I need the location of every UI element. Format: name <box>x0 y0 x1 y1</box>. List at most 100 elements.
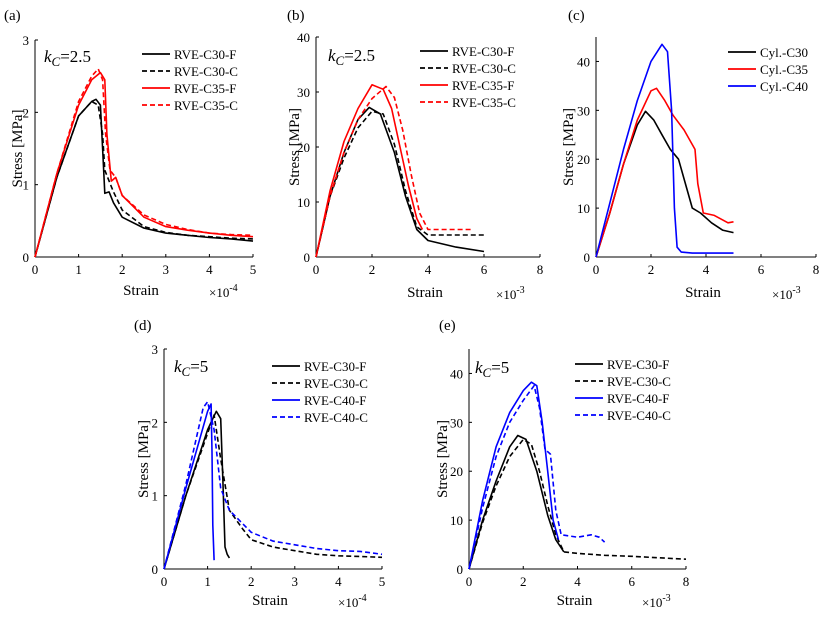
x-tick-label: 5 <box>379 574 386 589</box>
legend-entry: Cyl.-C35 <box>760 62 808 77</box>
series-line-rve-c40-c <box>163 400 383 570</box>
panel-c: (c) 0 2 4 6 8 0 10 20 30 40 Strain Stress [MPa] ×10-3… <box>561 8 819 302</box>
y-axis-label: Stress [MPa] <box>10 110 26 188</box>
series-line-rve-c30-f <box>34 98 254 258</box>
series-line-rve-c30-c <box>315 110 484 258</box>
panel-e: (e) 0 2 4 6 8 0 10 20 30 40 Strain Stress [MPa] ×10-3… <box>435 318 689 610</box>
x-tick-label: 6 <box>758 262 765 277</box>
legend-entry: RVE-C40-F <box>607 391 670 406</box>
y-axis-label: Stress [MPa] <box>136 420 152 498</box>
x-tick-label: 3 <box>163 262 170 277</box>
kc-subscript: C <box>52 54 61 69</box>
x-tick-label: 1 <box>204 574 211 589</box>
x-tick-label: 4 <box>206 262 213 277</box>
kc-annotation: kC=5 <box>174 357 208 379</box>
kc-symbol: k <box>475 358 483 377</box>
kc-annotation: kC=5 <box>475 358 509 380</box>
kc-value: =2.5 <box>344 46 375 65</box>
y-tick-label: 0 <box>457 562 464 577</box>
x-tick-label: 2 <box>648 262 655 277</box>
y-tick-label: 1 <box>23 178 30 193</box>
y-tick-label: 2 <box>152 415 159 430</box>
y-axis-label: Stress [MPa] <box>561 108 577 186</box>
series-line-rve-c35-c <box>34 68 254 258</box>
y-tick-label: 20 <box>297 140 310 155</box>
y-axis-label: Stress [MPa] <box>287 108 303 186</box>
kc-annotation: kC=2.5 <box>44 47 91 69</box>
x-axis-multiplier: ×10-3 <box>642 593 671 610</box>
panel-label: (a) <box>4 8 21 24</box>
legend-entry: RVE-C35-F <box>174 81 237 96</box>
legend-entry: Cyl.-C40 <box>760 79 808 94</box>
series-line-rve-c40-f <box>163 403 215 570</box>
y-tick-label: 40 <box>577 54 590 69</box>
y-tick-label: 40 <box>297 30 310 45</box>
x-tick-label: 2 <box>369 262 376 277</box>
y-tick-label: 10 <box>297 195 310 210</box>
multiplier-exponent: -3 <box>662 593 670 604</box>
x-tick-label: 3 <box>292 574 299 589</box>
x-tick-label: 2 <box>520 574 527 589</box>
panel-b: (b) 0 2 4 6 8 0 10 20 30 40 Strain Stress [MPa] ×10-3… <box>287 8 543 302</box>
y-tick-label: 20 <box>577 152 590 167</box>
multiplier-base: ×10 <box>772 287 792 302</box>
x-axis-multiplier: ×10-3 <box>496 285 525 302</box>
y-axis-label: Stress [MPa] <box>435 420 451 498</box>
kc-subscript: C <box>182 364 191 379</box>
x-tick-label: 1 <box>75 262 82 277</box>
kc-subscript: C <box>336 53 345 68</box>
kc-symbol: k <box>174 357 182 376</box>
legend-entry: RVE-C35-C <box>452 95 516 110</box>
panel-label: (e) <box>439 318 456 334</box>
multiplier-base: ×10 <box>338 595 358 610</box>
y-tick-label: 1 <box>152 489 159 504</box>
x-tick-label: 0 <box>161 574 168 589</box>
panel-a: (a) 0 1 2 3 4 5 0 1 2 3 Strain Stress [MPa] ×10-4 kC=2… <box>4 8 256 300</box>
x-tick-label: 8 <box>683 574 690 589</box>
series-line-rve-c40-f <box>468 381 560 570</box>
x-tick-label: 2 <box>119 262 126 277</box>
series-line-cyl.-c35 <box>595 87 734 258</box>
legend-entry: RVE-C40-F <box>304 393 367 408</box>
multiplier-exponent: -4 <box>229 283 237 294</box>
x-tick-label: 4 <box>703 262 710 277</box>
panel-label: (b) <box>287 8 305 24</box>
y-tick-label: 30 <box>297 85 310 100</box>
kc-value: =5 <box>190 357 208 376</box>
y-tick-label: 10 <box>450 513 463 528</box>
series-line-rve-c35-f <box>315 84 424 258</box>
x-axis-label: Strain <box>407 285 443 301</box>
x-tick-label: 0 <box>32 262 39 277</box>
x-axis-label: Strain <box>252 593 288 609</box>
panel-d: (d) 0 1 2 3 4 5 0 1 2 3 Strain Stress [MPa] ×10-4 kC=5… <box>134 318 385 610</box>
y-tick-label: 2 <box>23 105 30 120</box>
legend-entry: RVE-C30-F <box>452 44 515 59</box>
legend-entry: RVE-C30-F <box>174 47 237 62</box>
legend-entry: RVE-C35-F <box>452 78 515 93</box>
legend-entry: Cyl.-C30 <box>760 45 808 60</box>
legend-entry: RVE-C30-F <box>304 359 367 374</box>
series-line-rve-c30-c <box>34 100 254 258</box>
kc-value: =5 <box>491 358 509 377</box>
multiplier-exponent: -4 <box>358 593 366 604</box>
series-line-cyl.-c30 <box>595 110 734 258</box>
y-tick-label: 0 <box>304 250 311 265</box>
y-tick-label: 3 <box>23 33 30 48</box>
x-tick-label: 4 <box>425 262 432 277</box>
x-axis-multiplier: ×10-4 <box>209 283 238 300</box>
multiplier-base: ×10 <box>642 595 662 610</box>
x-axis-label: Strain <box>557 593 593 609</box>
x-axis-label: Strain <box>685 285 721 301</box>
panel-label: (c) <box>568 8 585 24</box>
kc-value: =2.5 <box>60 47 91 66</box>
multiplier-base: ×10 <box>496 287 516 302</box>
x-axis-label: Strain <box>123 283 159 299</box>
kc-symbol: k <box>328 46 336 65</box>
legend-entry: RVE-C30-C <box>607 374 671 389</box>
x-tick-label: 0 <box>313 262 320 277</box>
y-tick-label: 0 <box>584 250 591 265</box>
legend-entry: RVE-C30-F <box>607 357 670 372</box>
x-tick-label: 0 <box>466 574 473 589</box>
series-line-rve-c30-f <box>468 434 565 570</box>
